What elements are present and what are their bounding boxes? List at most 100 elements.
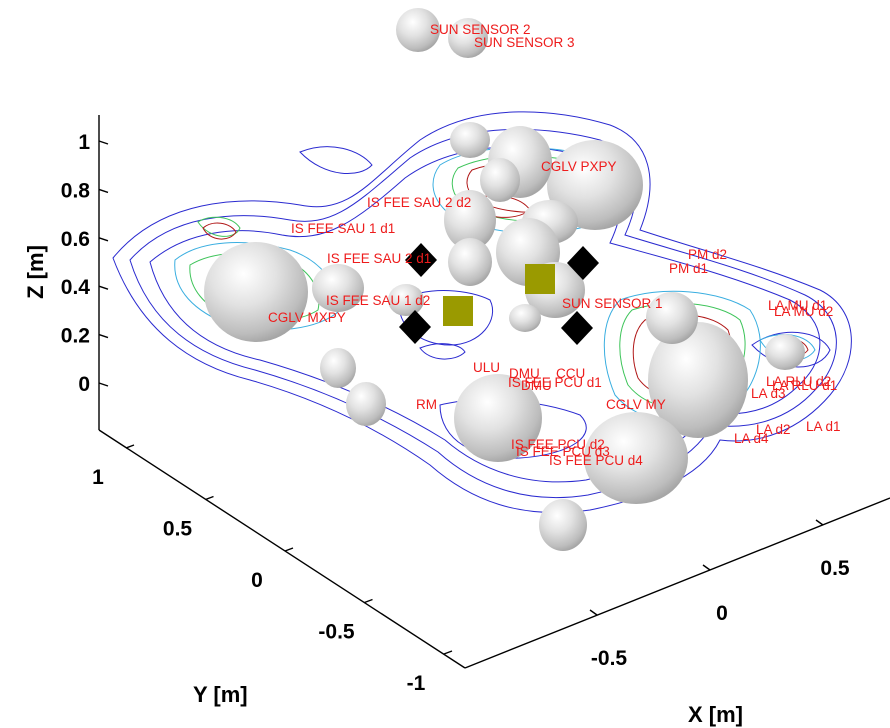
- component-label: LA d1: [806, 419, 841, 434]
- square-marker: [443, 296, 473, 326]
- component-label: IS FEE PCU d4: [549, 453, 643, 468]
- z-tick-mark: [98, 333, 109, 339]
- component-label: PM d2: [688, 247, 727, 262]
- component-label: LA d4: [734, 431, 769, 446]
- contour-outer-6: [299, 146, 373, 175]
- component-label: IS FEE PCU d1: [508, 375, 602, 390]
- contour-inner-4: [202, 222, 237, 240]
- component-label: IS FEE PCU d3: [516, 444, 610, 459]
- z-tick-mark: [98, 285, 109, 290]
- blob-cglv-my: [648, 322, 748, 438]
- y-tick-mark: [364, 598, 373, 604]
- y-tick-label: 1: [92, 466, 104, 489]
- component-label: LA RLU d2: [766, 374, 831, 389]
- component-label: IS FEE SAU 1 d2: [326, 293, 430, 308]
- y-tick-mark: [125, 444, 135, 449]
- blob-central-1: [450, 122, 490, 158]
- z-tick-label: 0: [78, 373, 90, 396]
- component-label: CGLV MXPY: [268, 310, 346, 325]
- component-blobs: [204, 8, 805, 551]
- y-axis-label: Y [m]: [193, 682, 248, 707]
- diamond-marker: [567, 246, 599, 280]
- blob-la-rlu: [765, 334, 805, 370]
- component-label: CCU: [556, 366, 585, 381]
- component-label: PM d1: [669, 261, 708, 276]
- z-tick-mark: [98, 188, 109, 194]
- blob-small-left: [320, 348, 356, 388]
- component-label: LA MU d1: [768, 298, 827, 313]
- blob-dmu: [454, 374, 542, 462]
- y-tick-label: -0.5: [318, 621, 355, 644]
- y-tick-mark: [205, 495, 214, 501]
- x-tick-mark: [702, 564, 711, 571]
- y-ticks: -1 -0.5 0 0.5 1: [92, 444, 453, 695]
- z-tick-label: 0.6: [61, 228, 90, 251]
- blob-sun-sensor-2: [396, 8, 440, 52]
- component-label: ULU: [473, 360, 500, 375]
- x-ticks: -0.5 0 0.5: [589, 519, 850, 670]
- contour-green-4: [197, 216, 241, 237]
- z-ticks: 0 0.2 0.4 0.6 0.8 1: [61, 131, 109, 396]
- z-tick-mark: [98, 237, 109, 242]
- component-label: LA MU d2: [774, 304, 833, 319]
- blob-central-7: [444, 190, 496, 250]
- x-tick-label: 0: [716, 602, 728, 625]
- contour-outer-2: [129, 128, 837, 499]
- z-tick-label: 0.2: [61, 325, 90, 348]
- component-label: DMU: [509, 366, 540, 381]
- y-axis-line: [98, 429, 466, 669]
- blob-rm-right: [346, 382, 386, 426]
- component-label: IS FEE PCU d2: [511, 437, 605, 452]
- y-tick-label: 0.5: [163, 518, 193, 541]
- x-axis-label: X [m]: [688, 702, 743, 727]
- component-label: IS FEE SAU 1 d1: [291, 221, 395, 236]
- square-marker: [525, 264, 555, 294]
- z-tick-label: 1: [78, 131, 90, 154]
- z-tick-mark: [98, 140, 109, 145]
- component-label: SUN SENSOR 3: [474, 35, 575, 50]
- x-tick-mark: [589, 609, 598, 616]
- diamond-marker: [561, 311, 593, 345]
- component-label: LA RLU d1: [772, 378, 837, 393]
- contour-outer-3: [149, 146, 821, 483]
- component-label: IS FEE SAU 2 d1: [327, 251, 431, 266]
- component-label: LA d2: [756, 422, 791, 437]
- blob-is-fee-sau-1: [312, 264, 364, 312]
- axes-lines: [98, 115, 890, 669]
- blob-central-9: [509, 304, 541, 332]
- z-axis-label: Z [m]: [23, 245, 48, 299]
- x-tick-label: 0.5: [820, 557, 850, 580]
- blob-pcu: [584, 412, 688, 504]
- blob-central-8: [448, 238, 492, 286]
- x-axis-line: [464, 497, 890, 669]
- diamond-marker: [399, 310, 431, 344]
- contour-outer-7: [419, 343, 466, 360]
- component-label: IS FEE SAU 2 d2: [367, 195, 471, 210]
- blob-cglv-mxpy: [204, 242, 308, 342]
- component-label: LA d3: [751, 386, 786, 401]
- component-label: SUN SENSOR 2: [430, 22, 531, 37]
- component-label: RM: [416, 397, 437, 412]
- y-tick-label: 0: [251, 569, 263, 592]
- contour-outer-1: [112, 111, 852, 513]
- component-label: DMU: [521, 378, 552, 393]
- y-tick-label: -1: [407, 672, 426, 695]
- z-tick-label: 0.8: [61, 179, 91, 202]
- x-tick-mark: [815, 519, 824, 526]
- diamond-markers: [399, 243, 599, 345]
- component-label: CGLV PXPY: [541, 159, 617, 174]
- blob-sun-sensor-3: [448, 18, 488, 58]
- x-tick-label: -0.5: [591, 647, 628, 670]
- z-tick-mark: [98, 382, 109, 387]
- blob-central-3: [480, 158, 520, 202]
- blob-la-1: [646, 292, 698, 344]
- component-labels: SUN SENSOR 2 SUN SENSOR 3 CGLV PXPY IS F…: [268, 22, 841, 468]
- component-label: CGLV MY: [606, 397, 666, 412]
- diamond-marker: [405, 243, 437, 277]
- y-tick-mark: [284, 547, 294, 552]
- square-markers: [443, 264, 555, 326]
- component-label: SUN SENSOR 1: [562, 296, 663, 311]
- y-tick-mark: [443, 650, 453, 655]
- blob-is-fee-sau-2: [388, 284, 424, 316]
